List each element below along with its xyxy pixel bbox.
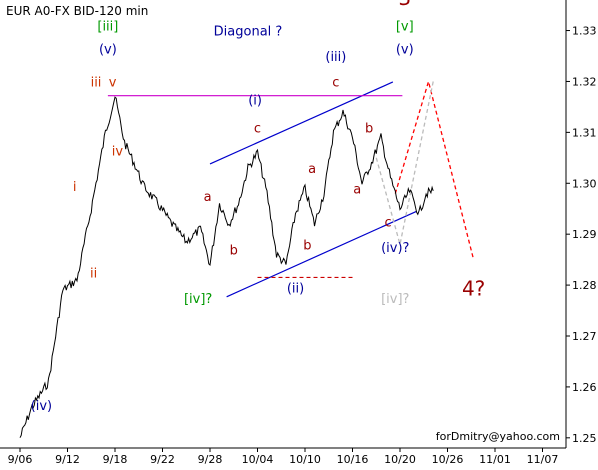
x-tick-label: 11/01 xyxy=(479,453,511,466)
wave-label: (i) xyxy=(248,93,262,108)
x-tick-label: 10/26 xyxy=(432,453,464,466)
wave-label: i xyxy=(73,180,77,195)
wave-label: [v] xyxy=(396,20,414,35)
wave-label: [iv]? xyxy=(184,292,212,307)
wave-label: (iii) xyxy=(325,50,346,65)
wave-label: ii xyxy=(90,266,97,281)
wave-label: Diagonal ? xyxy=(214,25,283,40)
wave-label: v xyxy=(109,76,117,91)
wave-label: b xyxy=(303,238,311,253)
x-tick-label: 10/04 xyxy=(242,453,274,466)
wave-label: (v) xyxy=(396,42,414,57)
x-tick-label: 9/12 xyxy=(55,453,80,466)
y-tick-label: 1.29 xyxy=(572,228,597,241)
wave-label: a xyxy=(204,190,212,205)
x-tick-label: 10/20 xyxy=(384,453,416,466)
wave-label: (ii) xyxy=(287,282,304,297)
x-tick-label: 9/18 xyxy=(103,453,128,466)
y-tick-label: 1.33 xyxy=(572,25,597,38)
chart-title: EUR A0-FX BID-120 min xyxy=(6,4,148,18)
wave-label: c xyxy=(332,76,339,91)
x-tick-label: 10/16 xyxy=(337,453,369,466)
x-tick-label: 11/07 xyxy=(527,453,559,466)
wave-label: a xyxy=(353,182,361,197)
projection-path xyxy=(394,79,475,260)
wave-label: 4? xyxy=(462,276,485,300)
price-line xyxy=(19,96,434,438)
channel-line xyxy=(226,210,417,298)
wave-label: iv xyxy=(112,144,124,159)
y-tick-label: 1.25 xyxy=(572,432,597,445)
wave-label: (iv)? xyxy=(381,241,409,256)
x-tick-label: 9/28 xyxy=(198,453,223,466)
wave-label: a xyxy=(308,162,316,177)
wave-label: 3 xyxy=(398,0,411,10)
wave-label: b xyxy=(230,244,238,259)
wave-label: c xyxy=(385,216,392,231)
x-tick-label: 10/10 xyxy=(289,453,321,466)
y-tick-label: 1.31 xyxy=(572,126,597,139)
x-tick-label: 9/22 xyxy=(150,453,175,466)
wave-label: [iii] xyxy=(97,20,118,35)
y-tick-label: 1.26 xyxy=(572,381,597,394)
y-tick-label: 1.32 xyxy=(572,75,597,88)
x-tick-label: 9/06 xyxy=(8,453,33,466)
watermark: forDmitry@yahoo.com xyxy=(436,430,560,443)
y-tick-label: 1.27 xyxy=(572,330,597,343)
y-tick-label: 1.30 xyxy=(572,177,597,190)
wave-label: c xyxy=(254,121,261,136)
wave-label: b xyxy=(365,121,373,136)
wave-label: (iv) xyxy=(31,399,52,414)
wave-label: (v) xyxy=(99,42,117,57)
wave-label: iii xyxy=(91,76,102,91)
wave-label: [iv]? xyxy=(381,292,409,307)
y-tick-label: 1.28 xyxy=(572,279,597,292)
projection-path xyxy=(375,81,434,245)
